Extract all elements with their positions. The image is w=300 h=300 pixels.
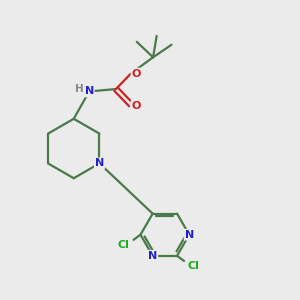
Text: H: H xyxy=(75,84,84,94)
Text: Cl: Cl xyxy=(188,261,200,271)
Text: N: N xyxy=(95,158,104,168)
Text: Cl: Cl xyxy=(118,239,130,250)
Text: N: N xyxy=(85,86,94,96)
Text: O: O xyxy=(131,69,141,79)
Text: N: N xyxy=(148,251,157,261)
Text: O: O xyxy=(131,101,141,111)
Text: N: N xyxy=(184,230,194,240)
